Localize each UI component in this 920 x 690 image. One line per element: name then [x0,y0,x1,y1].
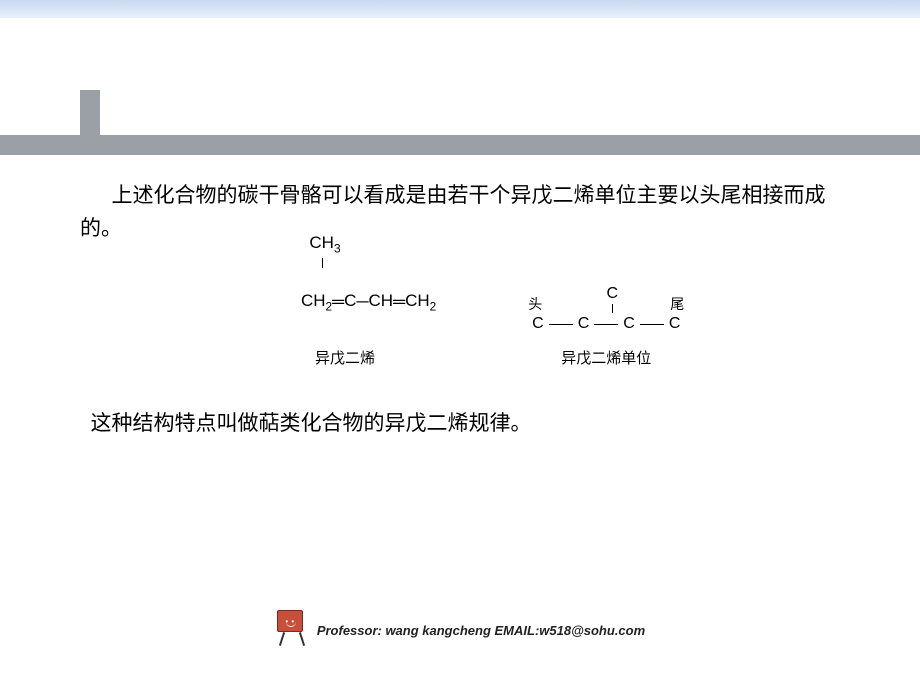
slide-content: 上述化合物的碳干骨骼可以看成是由若干个异戊二烯单位主要以头尾相接而成的。 CH3… [80,180,860,441]
isoprene-structure: CH3 CH2═C─CH═CH2 异戊二烯 [254,273,437,368]
isoprene-unit-formula: 头 C 尾 C C C C [526,273,686,333]
carbon-chain: C C C C [532,315,680,333]
unit-top-row: 头 C 尾 [526,285,686,315]
isoprene-label: 异戊二烯 [315,347,375,368]
isoprene-unit-label: 异戊二烯单位 [561,347,651,368]
header-horizontal-bar [0,135,920,155]
ch3-label: CH3 [309,233,340,252]
isoprene-chain: CH2═C─CH═CH2 [254,271,437,333]
chemistry-diagrams: CH3 CH2═C─CH═CH2 异戊二烯 头 C 尾 [80,273,860,368]
branch-carbon: C [607,285,619,314]
head-label: 头 [528,294,542,314]
slide-footer: •• Professor: wang kangcheng EMAIL:w518@… [0,610,920,650]
top-gradient-accent [0,0,920,18]
tail-label: 尾 [670,294,684,314]
isoprene-formula: CH3 CH2═C─CH═CH2 [254,273,437,333]
paragraph-1: 上述化合物的碳干骨骼可以看成是由若干个异戊二烯单位主要以头尾相接而成的。 [80,180,860,245]
easel-icon: •• [275,610,307,650]
vertical-bond [322,258,323,268]
isoprene-unit-structure: 头 C 尾 C C C C 异戊二烯单位 [526,273,686,368]
vertical-bond-2 [612,304,613,313]
footer-credit: Professor: wang kangcheng EMAIL:w518@soh… [317,623,645,638]
paragraph-2: 这种结构特点叫做萜类化合物的异戊二烯规律。 [80,408,860,441]
